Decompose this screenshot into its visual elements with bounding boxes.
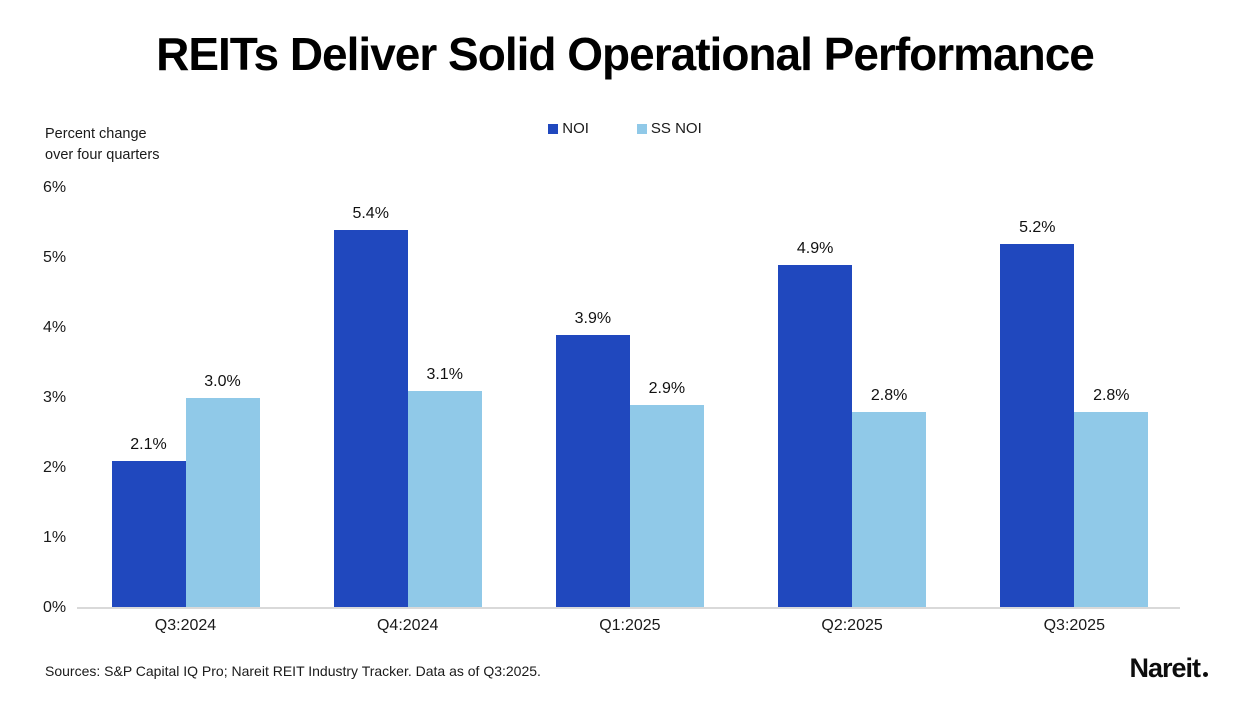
y-axis-tick-0: 0% xyxy=(43,599,67,616)
legend-item-ss-noi: SS NOI xyxy=(636,120,702,137)
x-axis-line xyxy=(77,607,1180,609)
legend-swatch-icon xyxy=(548,123,559,134)
bar-value-label: 2.9% xyxy=(648,380,686,397)
x-axis-label-q4-2024: Q4:2024 xyxy=(376,617,439,634)
legend-item-noi: NOI xyxy=(548,120,589,137)
y-axis-note-line1: Percent change xyxy=(45,126,147,142)
nareit-logo-text: Nareit xyxy=(1129,653,1201,683)
legend-label: SS NOI xyxy=(650,120,702,137)
y-axis-tick-5: 5% xyxy=(43,249,67,266)
source-note: Sources: S&P Capital IQ Pro; Nareit REIT… xyxy=(45,663,541,679)
bar-noi-q3-2025 xyxy=(1000,244,1075,608)
y-axis-tick-6: 6% xyxy=(43,179,67,196)
bar-ss-noi-q2-2025 xyxy=(852,412,927,608)
bar-noi-q3-2024 xyxy=(111,461,186,608)
bar-value-label: 3.1% xyxy=(426,366,463,383)
page-title: REITs Deliver Solid Operational Performa… xyxy=(156,28,1095,80)
nareit-logo-dot-icon xyxy=(1203,672,1208,677)
legend-swatch-icon xyxy=(636,123,647,134)
bar-value-label: 5.2% xyxy=(1019,219,1056,236)
y-axis-note: Percent change over four quarters xyxy=(45,124,159,166)
legend-label: NOI xyxy=(562,120,589,137)
bar-ss-noi-q3-2025 xyxy=(1074,412,1149,608)
y-axis-note-line2: over four quarters xyxy=(45,147,160,163)
chart-legend: NOI SS NOI xyxy=(0,120,1250,137)
y-axis-tick-2: 2% xyxy=(43,459,67,476)
nareit-logo: Nareit xyxy=(1129,653,1208,684)
bar-noi-q2-2025 xyxy=(778,265,853,608)
bar-value-label: 2.1% xyxy=(130,436,167,453)
bar-value-label: 5.4% xyxy=(352,205,389,222)
bar-value-label: 3.0% xyxy=(204,373,241,390)
bar-value-label: 3.9% xyxy=(574,310,612,327)
x-axis-label-q1-2025: Q1:2025 xyxy=(599,617,661,634)
x-axis-label-q3-2025: Q3:2025 xyxy=(1043,617,1105,634)
bar-ss-noi-q4-2024 xyxy=(407,391,482,608)
bar-noi-q4-2024 xyxy=(333,230,408,608)
bar-value-label: 4.9% xyxy=(796,240,834,257)
bar-noi-q1-2025 xyxy=(555,335,630,608)
bar-ss-noi-q1-2025 xyxy=(629,405,704,608)
bar-value-label: 2.8% xyxy=(870,387,908,404)
x-axis-label-q2-2025: Q2:2025 xyxy=(821,617,883,634)
x-axis-label-q3-2024: Q3:2024 xyxy=(154,617,217,634)
bar-value-label: 2.8% xyxy=(1093,387,1130,404)
y-axis-tick-3: 3% xyxy=(43,389,67,406)
bar-ss-noi-q3-2024 xyxy=(185,398,260,608)
y-axis-tick-4: 4% xyxy=(43,319,67,336)
y-axis-tick-1: 1% xyxy=(43,529,67,546)
